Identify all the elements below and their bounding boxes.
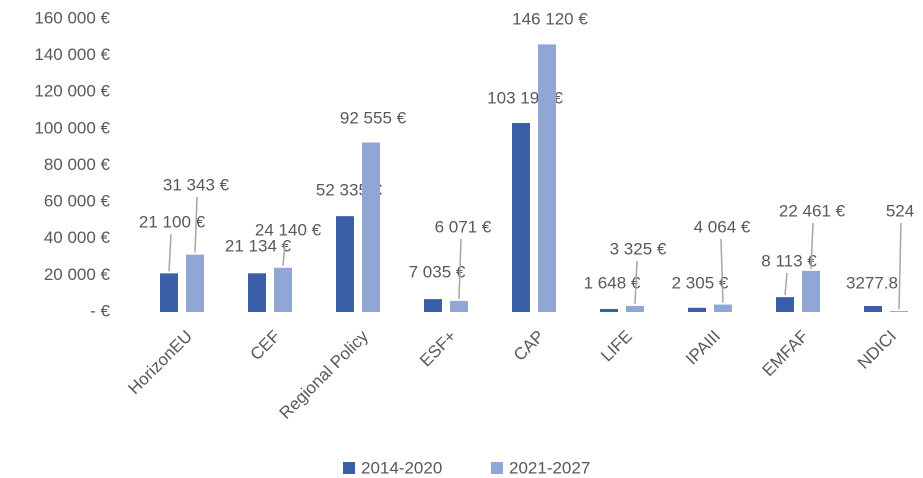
y-tick-label: 100 000 € <box>34 118 110 137</box>
bar <box>336 216 354 312</box>
leader-line <box>282 241 286 266</box>
bar <box>512 123 530 312</box>
bar <box>186 254 204 312</box>
bar <box>362 142 380 312</box>
x-tick-label: IPAIII <box>682 327 724 369</box>
y-tick-label: 120 000 € <box>34 82 110 101</box>
y-tick-label: 60 000 € <box>44 192 111 211</box>
data-label: 22 461 € <box>779 201 846 220</box>
y-tick-label: 40 000 € <box>44 228 111 247</box>
y-tick-label: 80 000 € <box>44 155 111 174</box>
data-label: 21 100 € <box>139 212 206 231</box>
data-label: 31 343 € <box>163 175 230 194</box>
data-label: 92 555 € <box>340 108 407 127</box>
x-tick-label: LIFE <box>597 327 636 366</box>
leader-line <box>810 222 814 269</box>
y-tick-label: 160 000 € <box>34 8 110 27</box>
legend-swatch <box>491 462 503 474</box>
data-label: 1 648 € <box>584 273 641 292</box>
data-label: 7 035 € <box>409 262 466 281</box>
y-tick-label: 140 000 € <box>34 45 110 64</box>
bar <box>714 304 732 312</box>
legend-label: 2014-2020 <box>361 458 442 477</box>
x-tick-label: CEF <box>247 327 284 364</box>
bar <box>160 273 178 312</box>
x-tick-label: CAP <box>510 327 548 365</box>
x-tick-label: EMFAF <box>758 327 812 381</box>
x-tick-label: NDICI <box>854 327 900 373</box>
bar <box>248 273 266 312</box>
bar <box>450 300 468 312</box>
leader-line <box>458 238 462 299</box>
data-label: 3277.8 <box>846 273 898 292</box>
x-tick-label: Regional Policy <box>276 326 373 423</box>
bar <box>864 305 882 312</box>
y-tick-label: 20 000 € <box>44 265 111 284</box>
leader-line <box>168 233 172 272</box>
bar <box>688 307 706 312</box>
leader-line <box>720 238 724 303</box>
data-label: 8 113 € <box>761 251 817 270</box>
bar <box>776 297 794 312</box>
leader-line <box>194 196 198 253</box>
bar <box>538 44 556 312</box>
data-label: 3 325 € <box>610 239 667 258</box>
data-label: 24 140 € <box>255 220 322 239</box>
bar <box>274 267 292 312</box>
bar <box>600 308 618 312</box>
data-label: 2 305 € <box>672 273 729 292</box>
leader-line <box>784 272 788 296</box>
legend-label: 2021-2027 <box>509 458 590 477</box>
leader-line <box>898 222 902 310</box>
data-label: 4 064 € <box>694 217 751 236</box>
bar <box>802 270 820 312</box>
leader-line <box>634 260 638 304</box>
legend-swatch <box>343 462 355 474</box>
bar <box>424 299 442 312</box>
x-tick-label: HorizonEU <box>124 327 196 399</box>
data-label: 6 071 € <box>435 217 492 236</box>
data-label: 21 134 € <box>225 236 292 255</box>
bar <box>890 311 908 312</box>
y-tick-label: - € <box>90 301 110 320</box>
data-label: 146 120 € <box>512 9 588 28</box>
x-tick-label: ESF+ <box>416 327 460 371</box>
bar <box>626 305 644 312</box>
data-label: 524 <box>886 201 914 220</box>
